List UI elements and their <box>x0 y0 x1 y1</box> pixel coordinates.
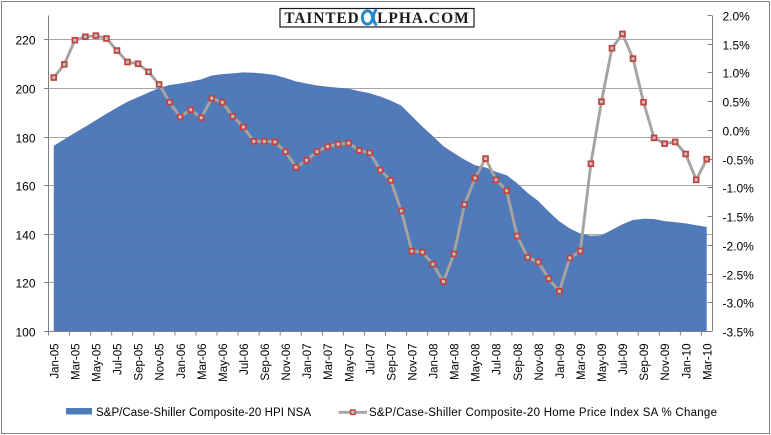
svg-text:S&P/Case-Shiller Composite-20: S&P/Case-Shiller Composite-20 HPI NSA <box>96 407 311 419</box>
svg-text:May-09: May-09 <box>597 344 609 382</box>
svg-text:Jul-08: Jul-08 <box>492 344 504 375</box>
svg-text:May-06: May-06 <box>218 344 230 382</box>
svg-text:-0.5%: -0.5% <box>723 154 755 168</box>
svg-text:Mar-05: Mar-05 <box>70 344 82 380</box>
svg-text:220: 220 <box>15 34 35 48</box>
svg-text:Nov-05: Nov-05 <box>155 344 167 381</box>
svg-text:-1.5%: -1.5% <box>723 211 755 225</box>
svg-text:Jan-10: Jan-10 <box>681 344 693 379</box>
svg-text:Mar-07: Mar-07 <box>323 344 335 380</box>
svg-text:Sep-08: Sep-08 <box>513 344 525 381</box>
svg-text:Sep-09: Sep-09 <box>639 344 651 381</box>
svg-text:Nov-09: Nov-09 <box>660 344 672 381</box>
svg-text:Nov-08: Nov-08 <box>534 344 546 381</box>
svg-text:140: 140 <box>15 229 35 243</box>
svg-text:May-08: May-08 <box>471 344 483 382</box>
svg-text:0.5%: 0.5% <box>723 96 751 110</box>
svg-text:Jul-05: Jul-05 <box>113 344 125 375</box>
svg-text:-3.5%: -3.5% <box>723 326 755 340</box>
svg-text:1.5%: 1.5% <box>723 39 751 53</box>
svg-text:Mar-06: Mar-06 <box>197 344 209 380</box>
svg-text:Jan-08: Jan-08 <box>429 344 441 379</box>
svg-text:LPHA.COM: LPHA.COM <box>377 10 470 27</box>
svg-text:Sep-07: Sep-07 <box>386 344 398 381</box>
svg-text:100: 100 <box>15 326 35 340</box>
svg-text:-2.0%: -2.0% <box>723 240 755 254</box>
svg-text:Mar-08: Mar-08 <box>450 344 462 380</box>
svg-text:120: 120 <box>15 277 35 291</box>
svg-text:Jan-09: Jan-09 <box>555 344 567 379</box>
svg-text:Jul-07: Jul-07 <box>365 344 377 375</box>
svg-text:Nov-07: Nov-07 <box>407 344 419 381</box>
svg-text:Mar-10: Mar-10 <box>702 344 714 380</box>
svg-text:May-07: May-07 <box>344 344 356 382</box>
svg-text:200: 200 <box>15 83 35 97</box>
svg-text:2.0%: 2.0% <box>723 10 751 24</box>
svg-text:Mar-09: Mar-09 <box>576 344 588 380</box>
svg-text:Jul-09: Jul-09 <box>618 344 630 375</box>
svg-text:-2.5%: -2.5% <box>723 269 755 283</box>
svg-text:S&P/Case-Shiller Composite-20: S&P/Case-Shiller Composite-20 Home Price… <box>369 407 717 419</box>
svg-text:May-05: May-05 <box>91 344 103 382</box>
svg-text:Sep-06: Sep-06 <box>260 344 272 381</box>
svg-text:Nov-06: Nov-06 <box>281 344 293 381</box>
svg-text:Jul-06: Jul-06 <box>239 344 251 375</box>
svg-text:180: 180 <box>15 132 35 146</box>
svg-text:Sep-05: Sep-05 <box>134 344 146 381</box>
svg-text:Jan-07: Jan-07 <box>302 344 314 379</box>
svg-text:-1.0%: -1.0% <box>723 182 755 196</box>
svg-text:-3.0%: -3.0% <box>723 297 755 311</box>
svg-text:TAINTED: TAINTED <box>284 10 359 27</box>
svg-text:1.0%: 1.0% <box>723 67 751 81</box>
svg-text:0.0%: 0.0% <box>723 125 751 139</box>
svg-text:160: 160 <box>15 180 35 194</box>
svg-text:Jan-06: Jan-06 <box>176 344 188 379</box>
svg-text:Jan-05: Jan-05 <box>49 344 61 379</box>
